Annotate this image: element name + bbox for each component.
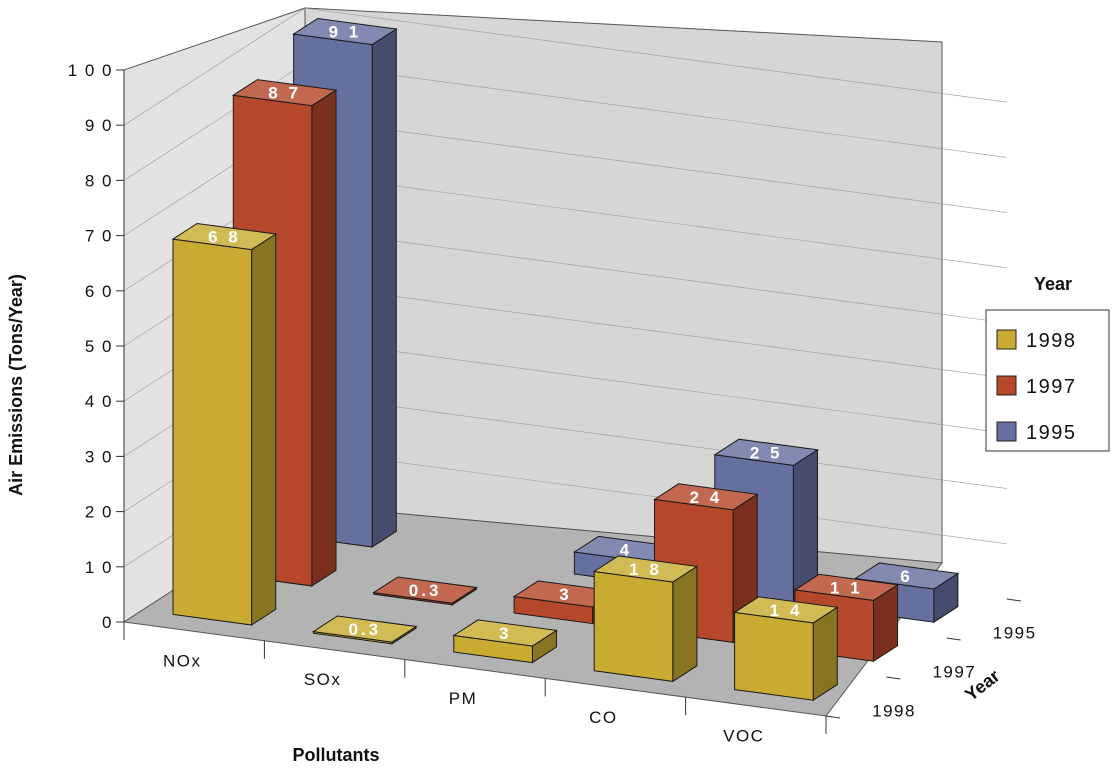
x-tick-label-pm: PM bbox=[449, 689, 478, 708]
legend-entry-1997: 1997 bbox=[1026, 376, 1077, 398]
legend-swatch-1998 bbox=[996, 329, 1017, 350]
y-tick-label: 0 bbox=[102, 613, 113, 632]
data-label: 1 1 bbox=[830, 578, 863, 597]
x-tick-label-sox: SOx bbox=[304, 670, 342, 689]
bars: 9 1 4 2 5 6 8 7 0.3 3 2 4 1 1 6 8 0.3 3 1 8 1 4 bbox=[171, 17, 960, 702]
x-tick-label-nox: NOx bbox=[163, 651, 202, 670]
data-label: 0.3 bbox=[409, 581, 442, 600]
bar-top bbox=[231, 79, 338, 107]
data-label: 3 bbox=[559, 585, 571, 604]
bar-side bbox=[251, 233, 277, 626]
data-label: 0.3 bbox=[348, 620, 381, 639]
depth-tick-mark bbox=[946, 637, 961, 641]
y-tick-label: 6 0 bbox=[85, 282, 113, 301]
depth-axis: 1995 1997 1998 bbox=[825, 598, 1037, 721]
depth-tick-mark bbox=[825, 715, 841, 719]
back-wall bbox=[304, 7, 943, 564]
depth-tick-mark bbox=[886, 676, 901, 680]
data-label: 8 7 bbox=[268, 84, 301, 103]
bar-front bbox=[593, 570, 674, 682]
bar-pm-1998: 3 bbox=[452, 619, 558, 664]
data-label: 4 bbox=[620, 540, 632, 559]
y-axis: 0 1 0 2 0 3 0 4 0 5 0 6 0 7 0 8 0 9 0 1 0 0 bbox=[68, 61, 125, 632]
bar-top bbox=[592, 555, 699, 583]
y-tick-label: 9 0 bbox=[85, 116, 113, 135]
data-label: 1 8 bbox=[629, 560, 662, 579]
legend-entry-1998: 1998 bbox=[1026, 330, 1077, 352]
x-axis-title: Pollutants bbox=[292, 745, 379, 765]
depth-tick-label-1995: 1995 bbox=[993, 624, 1037, 643]
data-label: 9 1 bbox=[329, 23, 362, 42]
y-tick-label: 8 0 bbox=[85, 171, 113, 190]
bar-nox-1998: 6 8 bbox=[171, 222, 278, 626]
x-tick-label-co: CO bbox=[589, 708, 618, 727]
y-tick-label: 7 0 bbox=[85, 227, 113, 246]
y-tick-label: 1 0 0 bbox=[68, 61, 113, 80]
bar-top bbox=[653, 483, 759, 511]
y-tick-label: 2 0 bbox=[85, 503, 113, 522]
bar-side bbox=[672, 565, 698, 683]
x-axis: NOx SOx PM CO VOC bbox=[123, 622, 827, 746]
bar-top bbox=[171, 222, 278, 251]
legend-entry-1995: 1995 bbox=[1026, 422, 1077, 444]
bar-top bbox=[713, 438, 819, 466]
depth-tick-mark bbox=[1006, 598, 1021, 602]
data-label: 6 bbox=[900, 567, 912, 586]
data-label: 6 8 bbox=[208, 228, 241, 247]
bar-top bbox=[793, 573, 900, 601]
bar-side bbox=[311, 89, 337, 587]
bar-voc-1998: 1 4 bbox=[733, 596, 839, 702]
legend-title: Year bbox=[1034, 274, 1072, 294]
bar-sox-1998: 0.3 bbox=[311, 615, 418, 645]
y-tick-label: 1 0 bbox=[85, 558, 113, 577]
bar-top bbox=[311, 615, 418, 643]
data-label: 3 bbox=[499, 624, 511, 643]
bar-side bbox=[371, 28, 397, 548]
bar-front bbox=[172, 238, 253, 626]
legend: Year 1998 1997 1995 bbox=[985, 274, 1110, 452]
y-tick-label: 3 0 bbox=[85, 447, 113, 466]
x-tick-label-voc: VOC bbox=[723, 727, 764, 746]
depth-tick-label-1998: 1998 bbox=[872, 702, 916, 721]
data-label: 2 4 bbox=[690, 488, 723, 507]
bar-top bbox=[853, 562, 960, 590]
bar-top bbox=[292, 17, 398, 46]
bar-top bbox=[733, 596, 839, 624]
data-label: 1 4 bbox=[770, 601, 803, 620]
gridline bbox=[123, 7, 1007, 126]
bar-top bbox=[372, 576, 478, 604]
bar-sox-1997: 0.3 bbox=[372, 576, 478, 606]
data-label: 2 5 bbox=[750, 443, 783, 462]
y-tick-label: 4 0 bbox=[85, 392, 113, 411]
y-tick-label: 5 0 bbox=[85, 337, 113, 356]
bar-side bbox=[812, 606, 838, 702]
legend-swatch-1995 bbox=[996, 421, 1017, 442]
bar-co-1998: 1 8 bbox=[592, 555, 699, 683]
legend-swatch-1997 bbox=[996, 375, 1017, 396]
y-axis-title: Air Emissions (Tons/Year) bbox=[6, 274, 26, 496]
bar-front bbox=[734, 611, 814, 701]
bar-top bbox=[452, 619, 558, 647]
depth-tick-label-1997: 1997 bbox=[932, 663, 976, 682]
